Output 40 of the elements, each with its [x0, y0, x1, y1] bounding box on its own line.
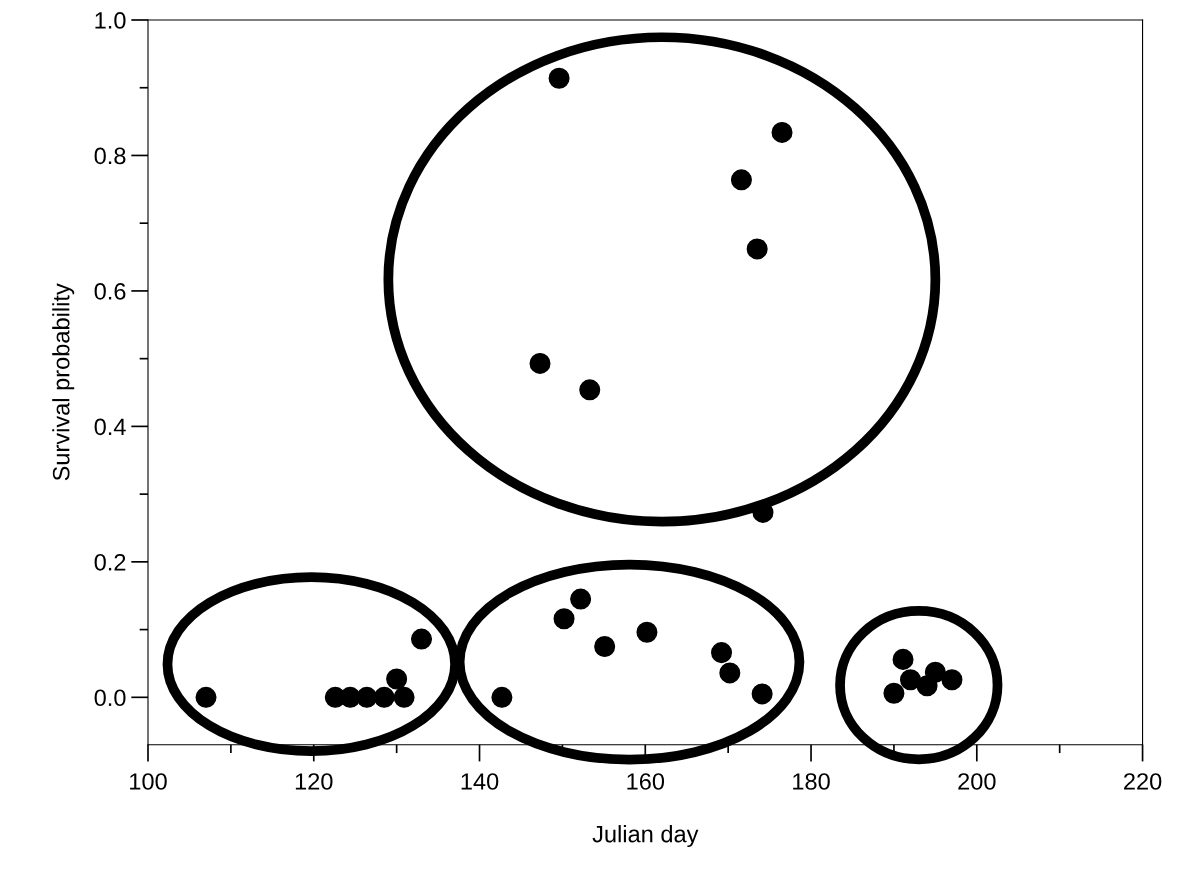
- x-tick-label: 160: [627, 773, 665, 790]
- x-axis-title: Julian day: [592, 825, 699, 848]
- y-tick-label: 0.2: [94, 553, 126, 571]
- point: [491, 686, 513, 708]
- point: [924, 661, 946, 683]
- point: [746, 238, 768, 260]
- x-tick-label: 100: [130, 773, 167, 790]
- point: [636, 621, 658, 643]
- point: [941, 669, 963, 691]
- point: [393, 686, 415, 708]
- point: [883, 682, 905, 704]
- point: [195, 686, 217, 708]
- point: [548, 67, 570, 89]
- point: [386, 668, 408, 690]
- y-tick-label: 0.4: [94, 418, 126, 436]
- point: [899, 669, 922, 691]
- point: [356, 686, 378, 708]
- y-tick-label: 0.6: [94, 282, 126, 300]
- point: [771, 121, 793, 143]
- y-tick-label: 0.0: [94, 689, 126, 707]
- point: [719, 662, 741, 684]
- x-tick-label: 180: [793, 773, 830, 790]
- point: [711, 642, 733, 664]
- point: [594, 636, 616, 658]
- x-tick-label: 140: [461, 773, 499, 790]
- x-tick-label: 200: [958, 773, 996, 790]
- point: [570, 588, 592, 610]
- point: [730, 169, 752, 191]
- point: [553, 608, 575, 630]
- point: [892, 648, 914, 670]
- point: [373, 686, 395, 708]
- point: [751, 683, 773, 705]
- point: [529, 352, 551, 374]
- x-tick-label: 120: [295, 773, 333, 790]
- y-axis-title: Survival probability: [52, 283, 75, 481]
- point: [579, 379, 601, 401]
- y-tick-label: 1.0: [95, 12, 126, 29]
- x-tick-label: 220: [1124, 773, 1162, 790]
- y-tick-label: 0.8: [94, 147, 126, 165]
- point: [410, 628, 433, 650]
